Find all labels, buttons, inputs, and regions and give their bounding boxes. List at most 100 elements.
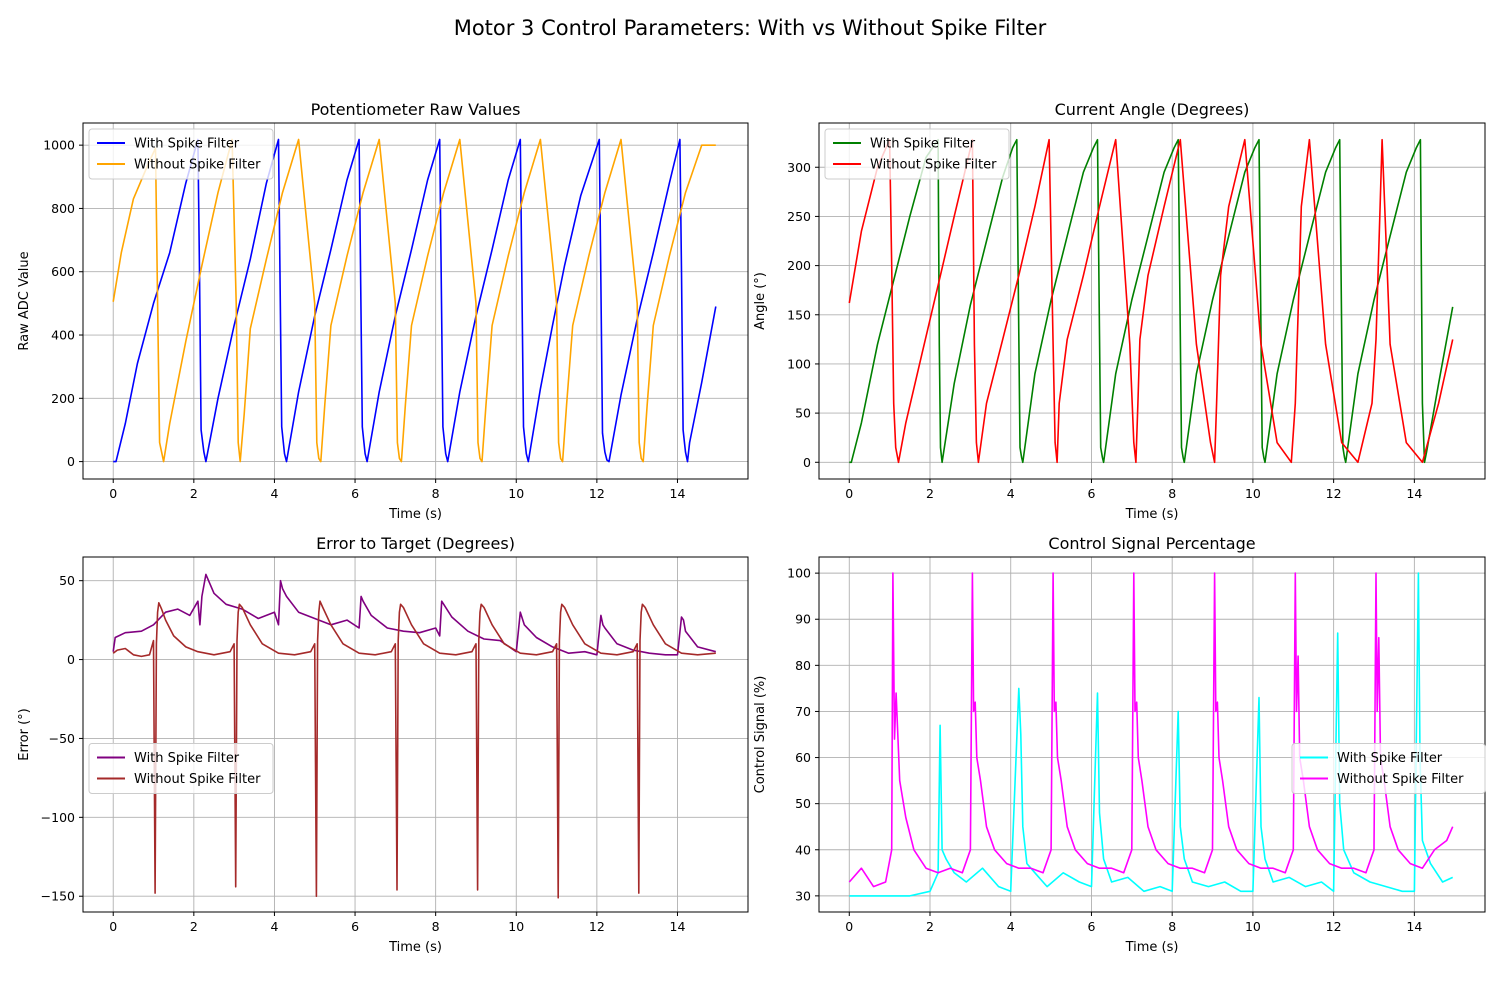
x-tick-label: 10 — [1245, 919, 1261, 934]
x-tick-label: 2 — [190, 919, 198, 934]
subplot-title: Error to Target (Degrees) — [316, 534, 515, 553]
y-tick-label: 50 — [795, 406, 811, 421]
legend-label-without-spike-filter: Without Spike Filter — [870, 158, 997, 173]
x-tick-label: 4 — [1007, 919, 1015, 934]
x-tick-label: 2 — [926, 486, 934, 501]
axes-frame — [818, 122, 1486, 480]
series-line-without-spike-filter — [112, 600, 716, 899]
legend-label-without-spike-filter: Without Spike Filter — [134, 158, 261, 173]
y-tick-label: 50 — [795, 796, 811, 811]
subplot-3: 0 2 4 6 8 10 12 14 −150 −100 −50 0 50 Error to Target… — [17, 534, 749, 955]
subplot-title: Current Angle (Degrees) — [1055, 100, 1250, 119]
y-tick-label: 100 — [787, 566, 811, 581]
y-axis-label: Error (°) — [17, 708, 32, 760]
x-axis-label: Time (s) — [388, 507, 442, 522]
y-tick-label: 100 — [787, 356, 811, 371]
x-axis-label: Time (s) — [388, 940, 442, 955]
legend: With Spike Filter Without Spike Filter — [88, 128, 274, 180]
subplot-grid: 0 2 4 6 8 10 12 1402004006008001000Potentiomete… — [17, 100, 1486, 955]
y-tick-label: 80 — [795, 658, 811, 673]
axes-frame — [82, 556, 749, 913]
figure-title: Motor 3 Control Parameters: With vs With… — [454, 16, 1047, 40]
legend-box — [88, 743, 274, 794]
legend-label-with-spike-filter: With Spike Filter — [870, 137, 976, 152]
y-tick-label: 250 — [787, 209, 811, 224]
y-tick-label: 50 — [59, 573, 75, 588]
x-tick-label: 8 — [432, 919, 440, 934]
legend-label-with-spike-filter: With Spike Filter — [134, 137, 240, 152]
y-axis-label: Control Signal (%) — [753, 676, 768, 794]
subplot-1: 0 2 4 6 8 10 12 14 0 200 400 600 800 1000 Potentiomete… — [17, 100, 749, 522]
y-tick-label: 0 — [67, 652, 75, 667]
x-tick-label: 6 — [351, 919, 359, 934]
y-tick-label: 600 — [51, 264, 75, 279]
y-tick-label: 70 — [795, 704, 811, 719]
x-tick-label: 12 — [1326, 919, 1342, 934]
y-tick-label: 400 — [51, 328, 75, 343]
x-tick-label: 12 — [589, 486, 605, 501]
y-tick-label: 0 — [803, 455, 811, 470]
subplot-4: 0 2 4 6 8 10 12 14 30 40 50 60 70 80 90 100 Control Sign… — [753, 534, 1486, 955]
series-line-with-spike-filter — [849, 138, 1454, 464]
x-tick-label: 14 — [1406, 486, 1422, 501]
x-tick-label: 6 — [1087, 919, 1095, 934]
x-tick-label: 4 — [270, 486, 278, 501]
x-tick-label: 4 — [270, 919, 278, 934]
series-group — [112, 573, 717, 899]
legend: With Spike Filter Without Spike Filter — [824, 128, 1010, 180]
x-tick-label: 8 — [432, 486, 440, 501]
x-tick-label: 6 — [351, 486, 359, 501]
x-tick-label: 12 — [589, 919, 605, 934]
x-tick-label: 6 — [1087, 486, 1095, 501]
y-tick-label: 800 — [51, 201, 75, 216]
y-tick-label: 40 — [795, 842, 811, 857]
x-tick-label: 14 — [670, 486, 686, 501]
legend-label-without-spike-filter: Without Spike Filter — [1337, 772, 1464, 787]
legend-label-with-spike-filter: With Spike Filter — [134, 751, 240, 766]
x-tick-label: 4 — [1007, 486, 1015, 501]
legend-box — [88, 128, 274, 180]
axes-frame — [82, 122, 749, 480]
x-tick-label: 10 — [1245, 486, 1261, 501]
axes-frame — [818, 556, 1486, 913]
legend-label-without-spike-filter: Without Spike Filter — [134, 772, 261, 787]
y-axis-label: Raw ADC Value — [17, 251, 32, 350]
y-tick-label: 150 — [787, 307, 811, 322]
y-tick-label: −150 — [41, 889, 75, 904]
x-tick-label: 8 — [1168, 486, 1176, 501]
y-tick-label: 30 — [795, 888, 811, 903]
legend: With Spike Filter Without Spike Filter — [1291, 743, 1486, 794]
series-group — [112, 138, 717, 463]
series-line-without-spike-filter — [848, 138, 1454, 464]
y-tick-label: 200 — [787, 258, 811, 273]
x-axis-label: Time (s) — [1125, 507, 1179, 522]
series-line-with-spike-filter — [849, 572, 1454, 897]
x-tick-label: 0 — [845, 919, 853, 934]
x-tick-label: 0 — [109, 919, 117, 934]
y-tick-label: 1000 — [43, 138, 75, 153]
subplot-title: Control Signal Percentage — [1048, 534, 1255, 553]
x-tick-label: 14 — [670, 919, 686, 934]
subplot-2: 0 2 4 6 8 10 12 14 0 50 100 150 200 250 300 Current Ang… — [753, 100, 1486, 522]
legend-box — [1291, 743, 1486, 794]
legend: With Spike Filter Without Spike Filter — [88, 743, 274, 794]
y-tick-label: 200 — [51, 391, 75, 406]
legend-box — [824, 128, 1010, 180]
y-tick-label: 60 — [795, 750, 811, 765]
x-tick-label: 12 — [1326, 486, 1342, 501]
series-group — [848, 138, 1454, 464]
x-tick-label: 10 — [508, 919, 524, 934]
y-tick-label: −100 — [41, 810, 75, 825]
series-line-with-spike-filter — [113, 138, 717, 463]
y-axis-label: Angle (°) — [753, 272, 768, 330]
y-tick-label: 300 — [787, 160, 811, 175]
x-axis-label: Time (s) — [1125, 940, 1179, 955]
y-tick-label: 90 — [795, 612, 811, 627]
plot-area — [83, 557, 748, 912]
x-tick-label: 2 — [926, 919, 934, 934]
y-tick-label: 0 — [67, 454, 75, 469]
x-tick-label: 0 — [109, 486, 117, 501]
x-tick-label: 2 — [190, 486, 198, 501]
series-line-without-spike-filter — [848, 572, 1454, 888]
